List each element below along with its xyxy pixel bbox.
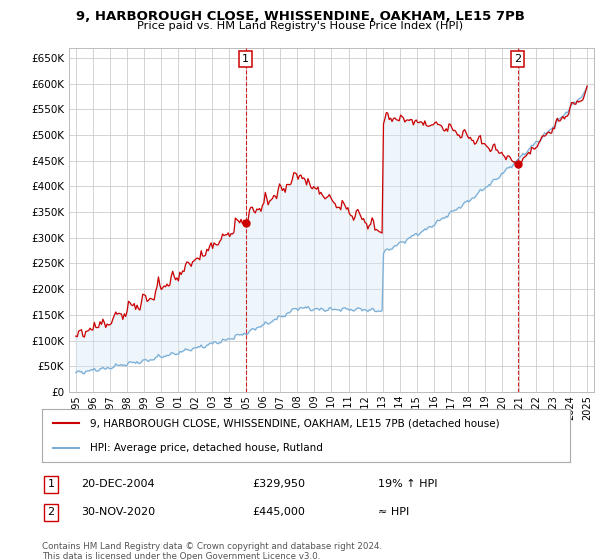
Text: 9, HARBOROUGH CLOSE, WHISSENDINE, OAKHAM, LE15 7PB: 9, HARBOROUGH CLOSE, WHISSENDINE, OAKHAM… bbox=[76, 10, 524, 23]
Text: 20-DEC-2004: 20-DEC-2004 bbox=[81, 479, 155, 489]
Text: 19% ↑ HPI: 19% ↑ HPI bbox=[378, 479, 437, 489]
Text: 1: 1 bbox=[47, 479, 55, 489]
Text: ≈ HPI: ≈ HPI bbox=[378, 507, 409, 517]
Text: £329,950: £329,950 bbox=[252, 479, 305, 489]
Text: 9, HARBOROUGH CLOSE, WHISSENDINE, OAKHAM, LE15 7PB (detached house): 9, HARBOROUGH CLOSE, WHISSENDINE, OAKHAM… bbox=[89, 418, 499, 428]
Text: Contains HM Land Registry data © Crown copyright and database right 2024.
This d: Contains HM Land Registry data © Crown c… bbox=[42, 542, 382, 560]
Text: Price paid vs. HM Land Registry's House Price Index (HPI): Price paid vs. HM Land Registry's House … bbox=[137, 21, 463, 31]
Text: 2: 2 bbox=[47, 507, 55, 517]
Text: 1: 1 bbox=[242, 54, 249, 64]
Text: 30-NOV-2020: 30-NOV-2020 bbox=[81, 507, 155, 517]
Text: £445,000: £445,000 bbox=[252, 507, 305, 517]
Text: HPI: Average price, detached house, Rutland: HPI: Average price, detached house, Rutl… bbox=[89, 442, 322, 452]
Text: 2: 2 bbox=[514, 54, 521, 64]
